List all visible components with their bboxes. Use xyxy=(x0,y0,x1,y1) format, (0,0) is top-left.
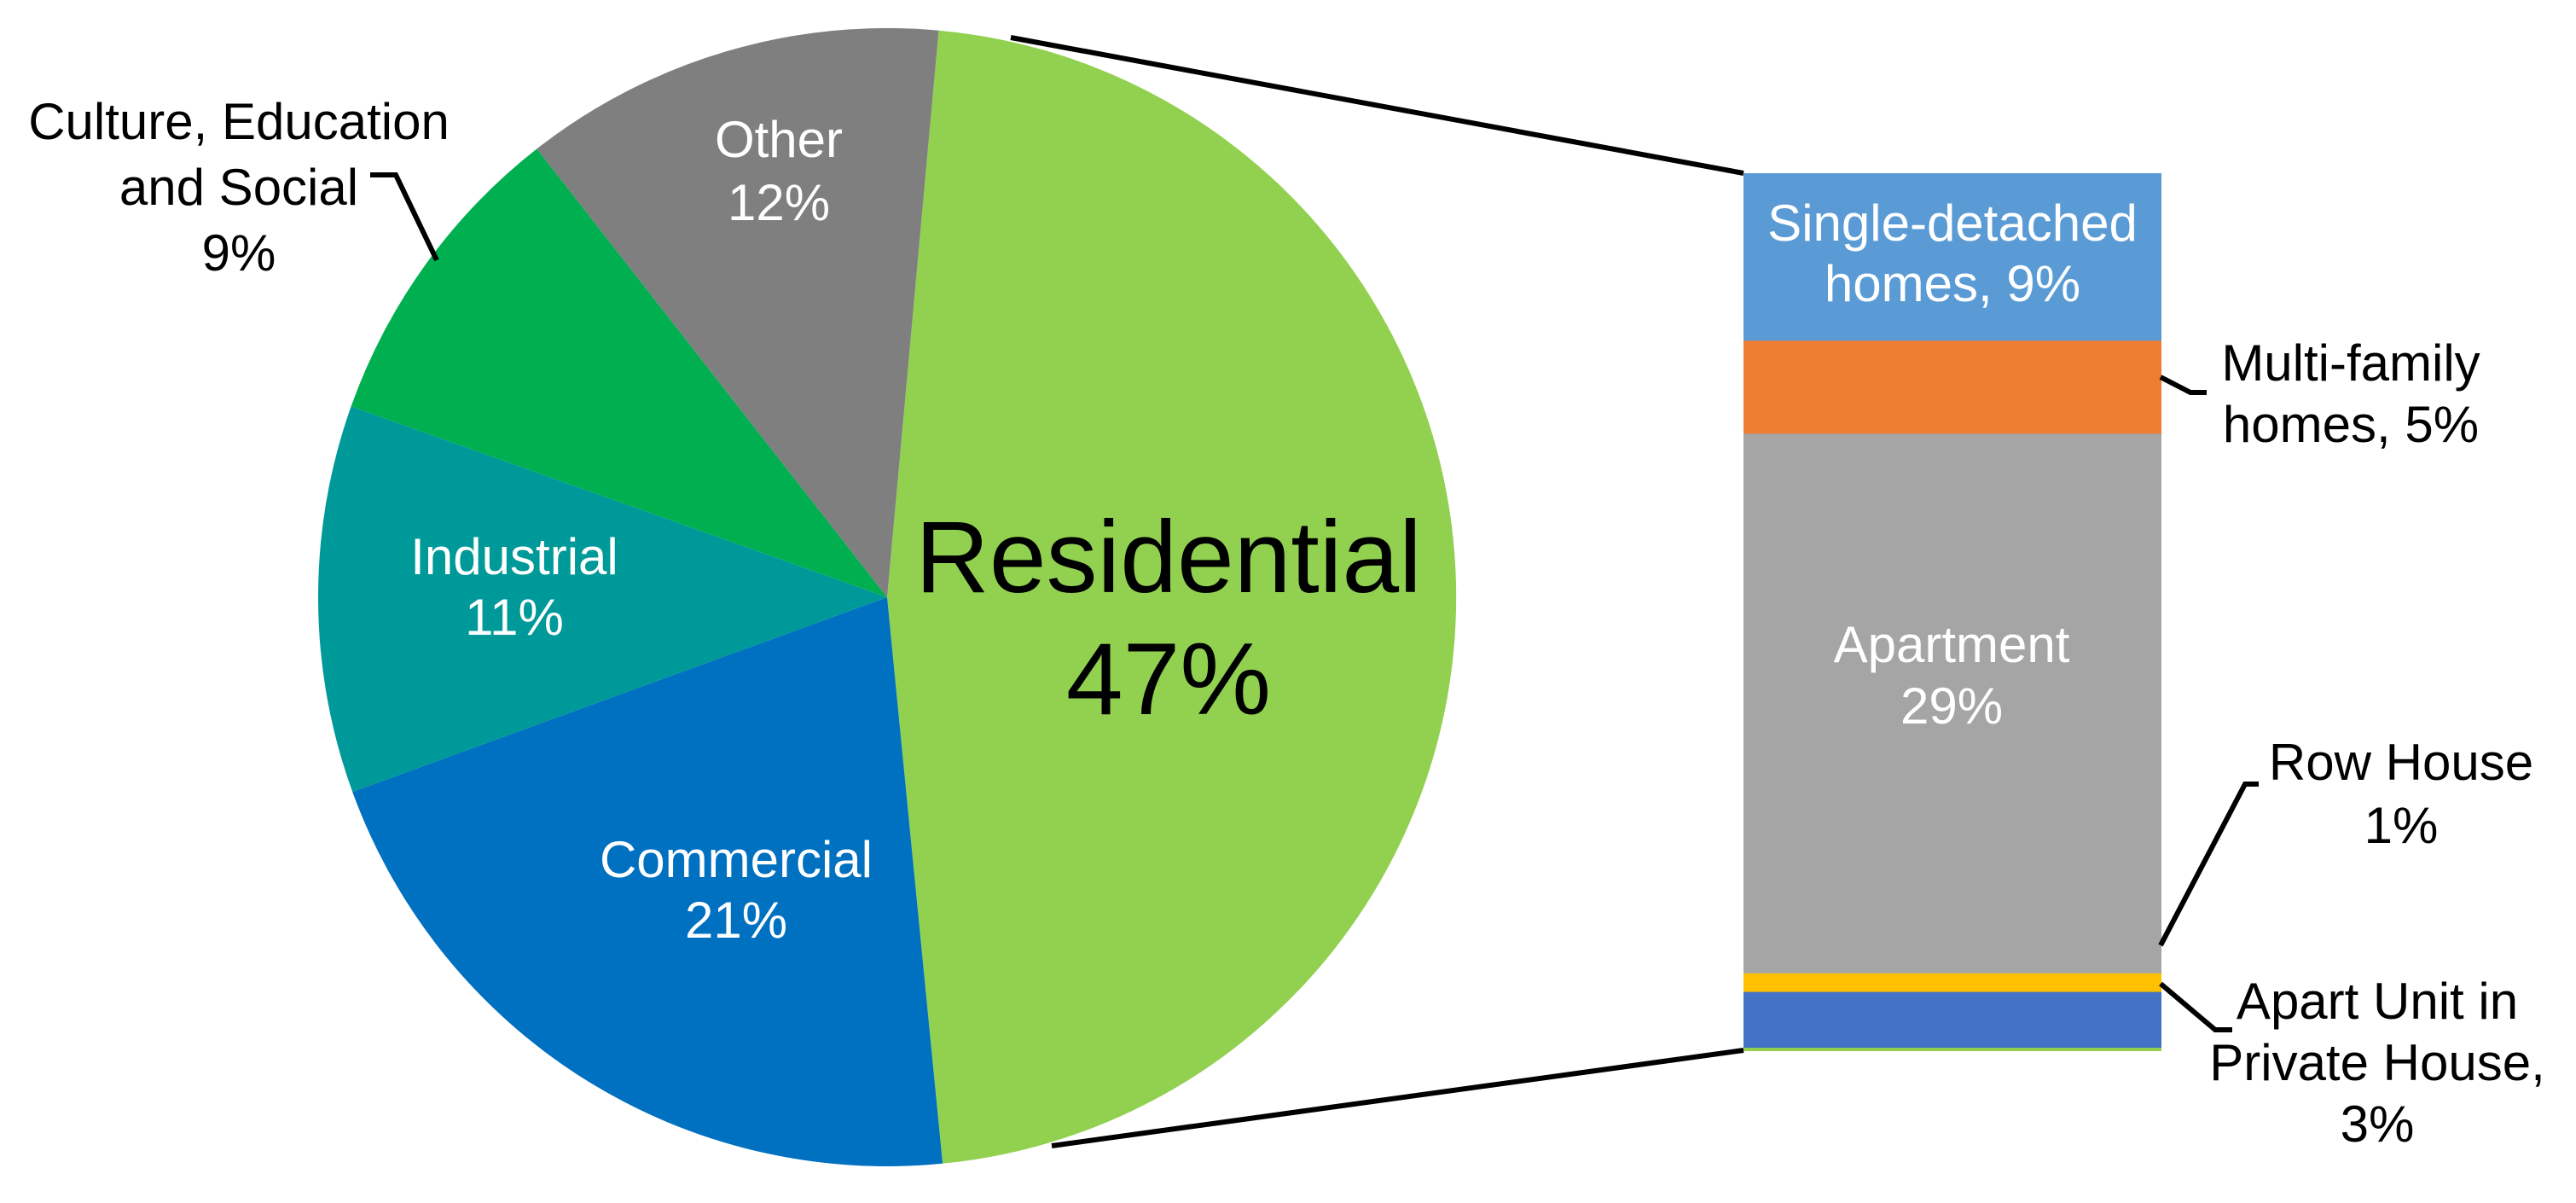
leader-line-culture xyxy=(370,172,439,262)
label-single-detached-line1: Single-detached xyxy=(1767,195,2138,252)
label-apartment-name: Apartment xyxy=(1834,616,2070,673)
label-multi-family-line2: homes, 5% xyxy=(2223,396,2479,453)
pie-slice-commercial xyxy=(352,597,943,1166)
label-apart-unit-line1: Apart Unit in xyxy=(2237,973,2518,1030)
label-multi-family: Multi-family homes, 5% xyxy=(2221,334,2480,453)
label-row-house-value: 1% xyxy=(2364,797,2439,854)
label-residential-name: Residential xyxy=(915,500,1422,614)
label-other-value: 12% xyxy=(728,174,830,231)
leader-line-multi-family xyxy=(2159,375,2207,395)
label-commercial-name: Commercial xyxy=(600,831,873,888)
bar-segment-apartment xyxy=(1743,433,2161,974)
bar-segment-single-detached-homes xyxy=(1743,173,2161,341)
label-apartment-value: 29% xyxy=(1900,677,2003,735)
bar-segment-apart-unit-in-private-house xyxy=(1743,991,2161,1049)
label-residential-value: 47% xyxy=(1066,622,1271,736)
label-culture: Culture, Education and Social 9% xyxy=(28,93,450,282)
pie-slice-other xyxy=(537,27,939,597)
label-single-detached: Single-detached homes, 9% xyxy=(1767,195,2138,312)
bar-baseline xyxy=(1743,1048,2161,1051)
label-other: Other 12% xyxy=(715,111,843,231)
bar-segment-multi-family-homes xyxy=(1743,340,2161,434)
pie-slice-culture-education-and-social xyxy=(351,148,888,597)
label-apart-unit-line2: Private House, xyxy=(2209,1034,2545,1091)
bar-segments xyxy=(1743,173,2161,1051)
connector-line-bottom xyxy=(1051,1048,1744,1148)
label-commercial-value: 21% xyxy=(685,892,787,949)
leader-line-row-house xyxy=(2158,782,2259,947)
label-industrial-value: 11% xyxy=(465,589,564,646)
label-apart-unit: Apart Unit in Private House, 3% xyxy=(2209,973,2545,1153)
connector-line-top xyxy=(1010,35,1744,176)
label-industrial: Industrial 11% xyxy=(410,528,618,646)
pie-slice-industrial xyxy=(317,406,887,793)
label-industrial-name: Industrial xyxy=(410,528,618,585)
leader-line-apart-unit xyxy=(2159,981,2232,1032)
label-other-name: Other xyxy=(715,111,843,168)
pie-slices xyxy=(317,27,1457,1166)
label-multi-family-line1: Multi-family xyxy=(2221,334,2480,392)
label-row-house-name: Row House xyxy=(2269,734,2533,791)
label-culture-line2: and Social xyxy=(119,159,358,216)
label-culture-value: 9% xyxy=(202,224,276,282)
label-single-detached-line2: homes, 9% xyxy=(1825,255,2080,312)
label-culture-line1: Culture, Education xyxy=(28,93,450,150)
label-commercial: Commercial 21% xyxy=(600,831,873,949)
bar-segment-row-house xyxy=(1743,973,2161,993)
label-apart-unit-value: 3% xyxy=(2341,1095,2415,1153)
label-residential: Residential 47% xyxy=(915,500,1422,736)
label-apartment: Apartment 29% xyxy=(1834,616,2070,735)
label-row-house: Row House 1% xyxy=(2269,734,2533,854)
pie-slice-residential xyxy=(887,30,1457,1164)
